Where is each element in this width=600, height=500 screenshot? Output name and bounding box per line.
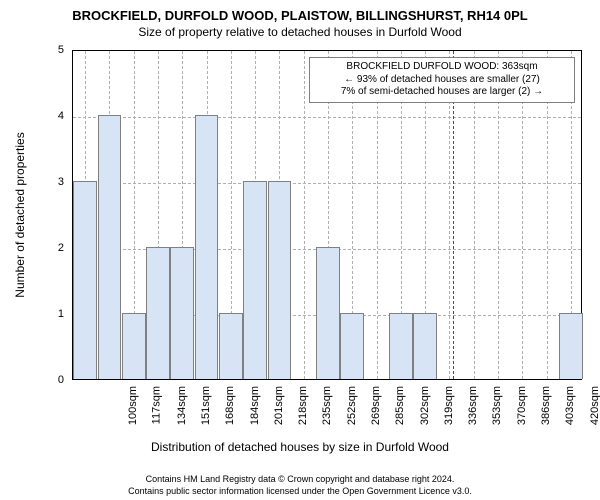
bar: [413, 313, 437, 379]
x-tick-label: 403sqm: [564, 386, 576, 425]
y-axis-label: Number of detached properties: [13, 132, 27, 297]
x-tick-label: 100sqm: [127, 386, 139, 425]
footer-line: Contains public sector information licen…: [0, 486, 600, 496]
annotation-line: ← 93% of detached houses are smaller (27…: [313, 74, 571, 87]
x-tick-label: 201sqm: [273, 386, 285, 425]
x-tick-label: 151sqm: [200, 386, 212, 425]
x-tick-label: 420sqm: [589, 386, 600, 425]
annotation-line: BROCKFIELD DURFOLD WOOD: 363sqm: [313, 61, 571, 74]
y-tick-label: 0: [0, 374, 64, 386]
plot-area: BROCKFIELD DURFOLD WOOD: 363sqm← 93% of …: [72, 50, 582, 380]
footer-line: Contains HM Land Registry data © Crown c…: [0, 474, 600, 484]
x-tick-label: 285sqm: [394, 386, 406, 425]
bar: [195, 115, 219, 379]
y-tick-label: 3: [0, 176, 64, 188]
bar: [243, 181, 267, 379]
grid-line-horizontal: [73, 183, 581, 184]
figure: BROCKFIELD, DURFOLD WOOD, PLAISTOW, BILL…: [0, 0, 600, 500]
x-tick-label: 336sqm: [467, 386, 479, 425]
bar: [219, 313, 243, 379]
bar: [122, 313, 146, 379]
x-tick-label: 218sqm: [297, 386, 309, 425]
x-tick-label: 370sqm: [516, 386, 528, 425]
y-tick-label: 5: [0, 44, 64, 56]
x-tick-label: 117sqm: [151, 386, 163, 424]
bar: [170, 247, 194, 379]
x-tick-label: 184sqm: [249, 386, 261, 425]
figure-title: Size of property relative to detached ho…: [0, 25, 600, 39]
x-axis-label: Distribution of detached houses by size …: [0, 440, 600, 454]
bar: [268, 181, 292, 379]
x-tick-label: 319sqm: [443, 386, 455, 425]
x-tick-label: 168sqm: [224, 386, 236, 425]
x-tick-label: 235sqm: [322, 386, 334, 425]
x-tick-label: 252sqm: [346, 386, 358, 425]
bar: [559, 313, 583, 379]
annotation-box: BROCKFIELD DURFOLD WOOD: 363sqm← 93% of …: [309, 57, 575, 103]
figure-suptitle: BROCKFIELD, DURFOLD WOOD, PLAISTOW, BILL…: [0, 8, 600, 23]
bar: [340, 313, 364, 379]
bar: [146, 247, 170, 379]
y-tick-label: 4: [0, 110, 64, 122]
x-tick-label: 269sqm: [370, 386, 382, 425]
annotation-line: 7% of semi-detached houses are larger (2…: [313, 86, 571, 99]
y-tick-label: 1: [0, 308, 64, 320]
x-tick-label: 386sqm: [540, 386, 552, 425]
x-tick-label: 134sqm: [176, 386, 188, 425]
x-tick-label: 302sqm: [419, 386, 431, 425]
y-tick-label: 2: [0, 242, 64, 254]
bar: [73, 181, 97, 379]
grid-line-vertical: [304, 51, 305, 379]
bar: [98, 115, 122, 379]
bar: [316, 247, 340, 379]
bar: [389, 313, 413, 379]
grid-line-horizontal: [73, 117, 581, 118]
x-tick-label: 353sqm: [492, 386, 504, 425]
